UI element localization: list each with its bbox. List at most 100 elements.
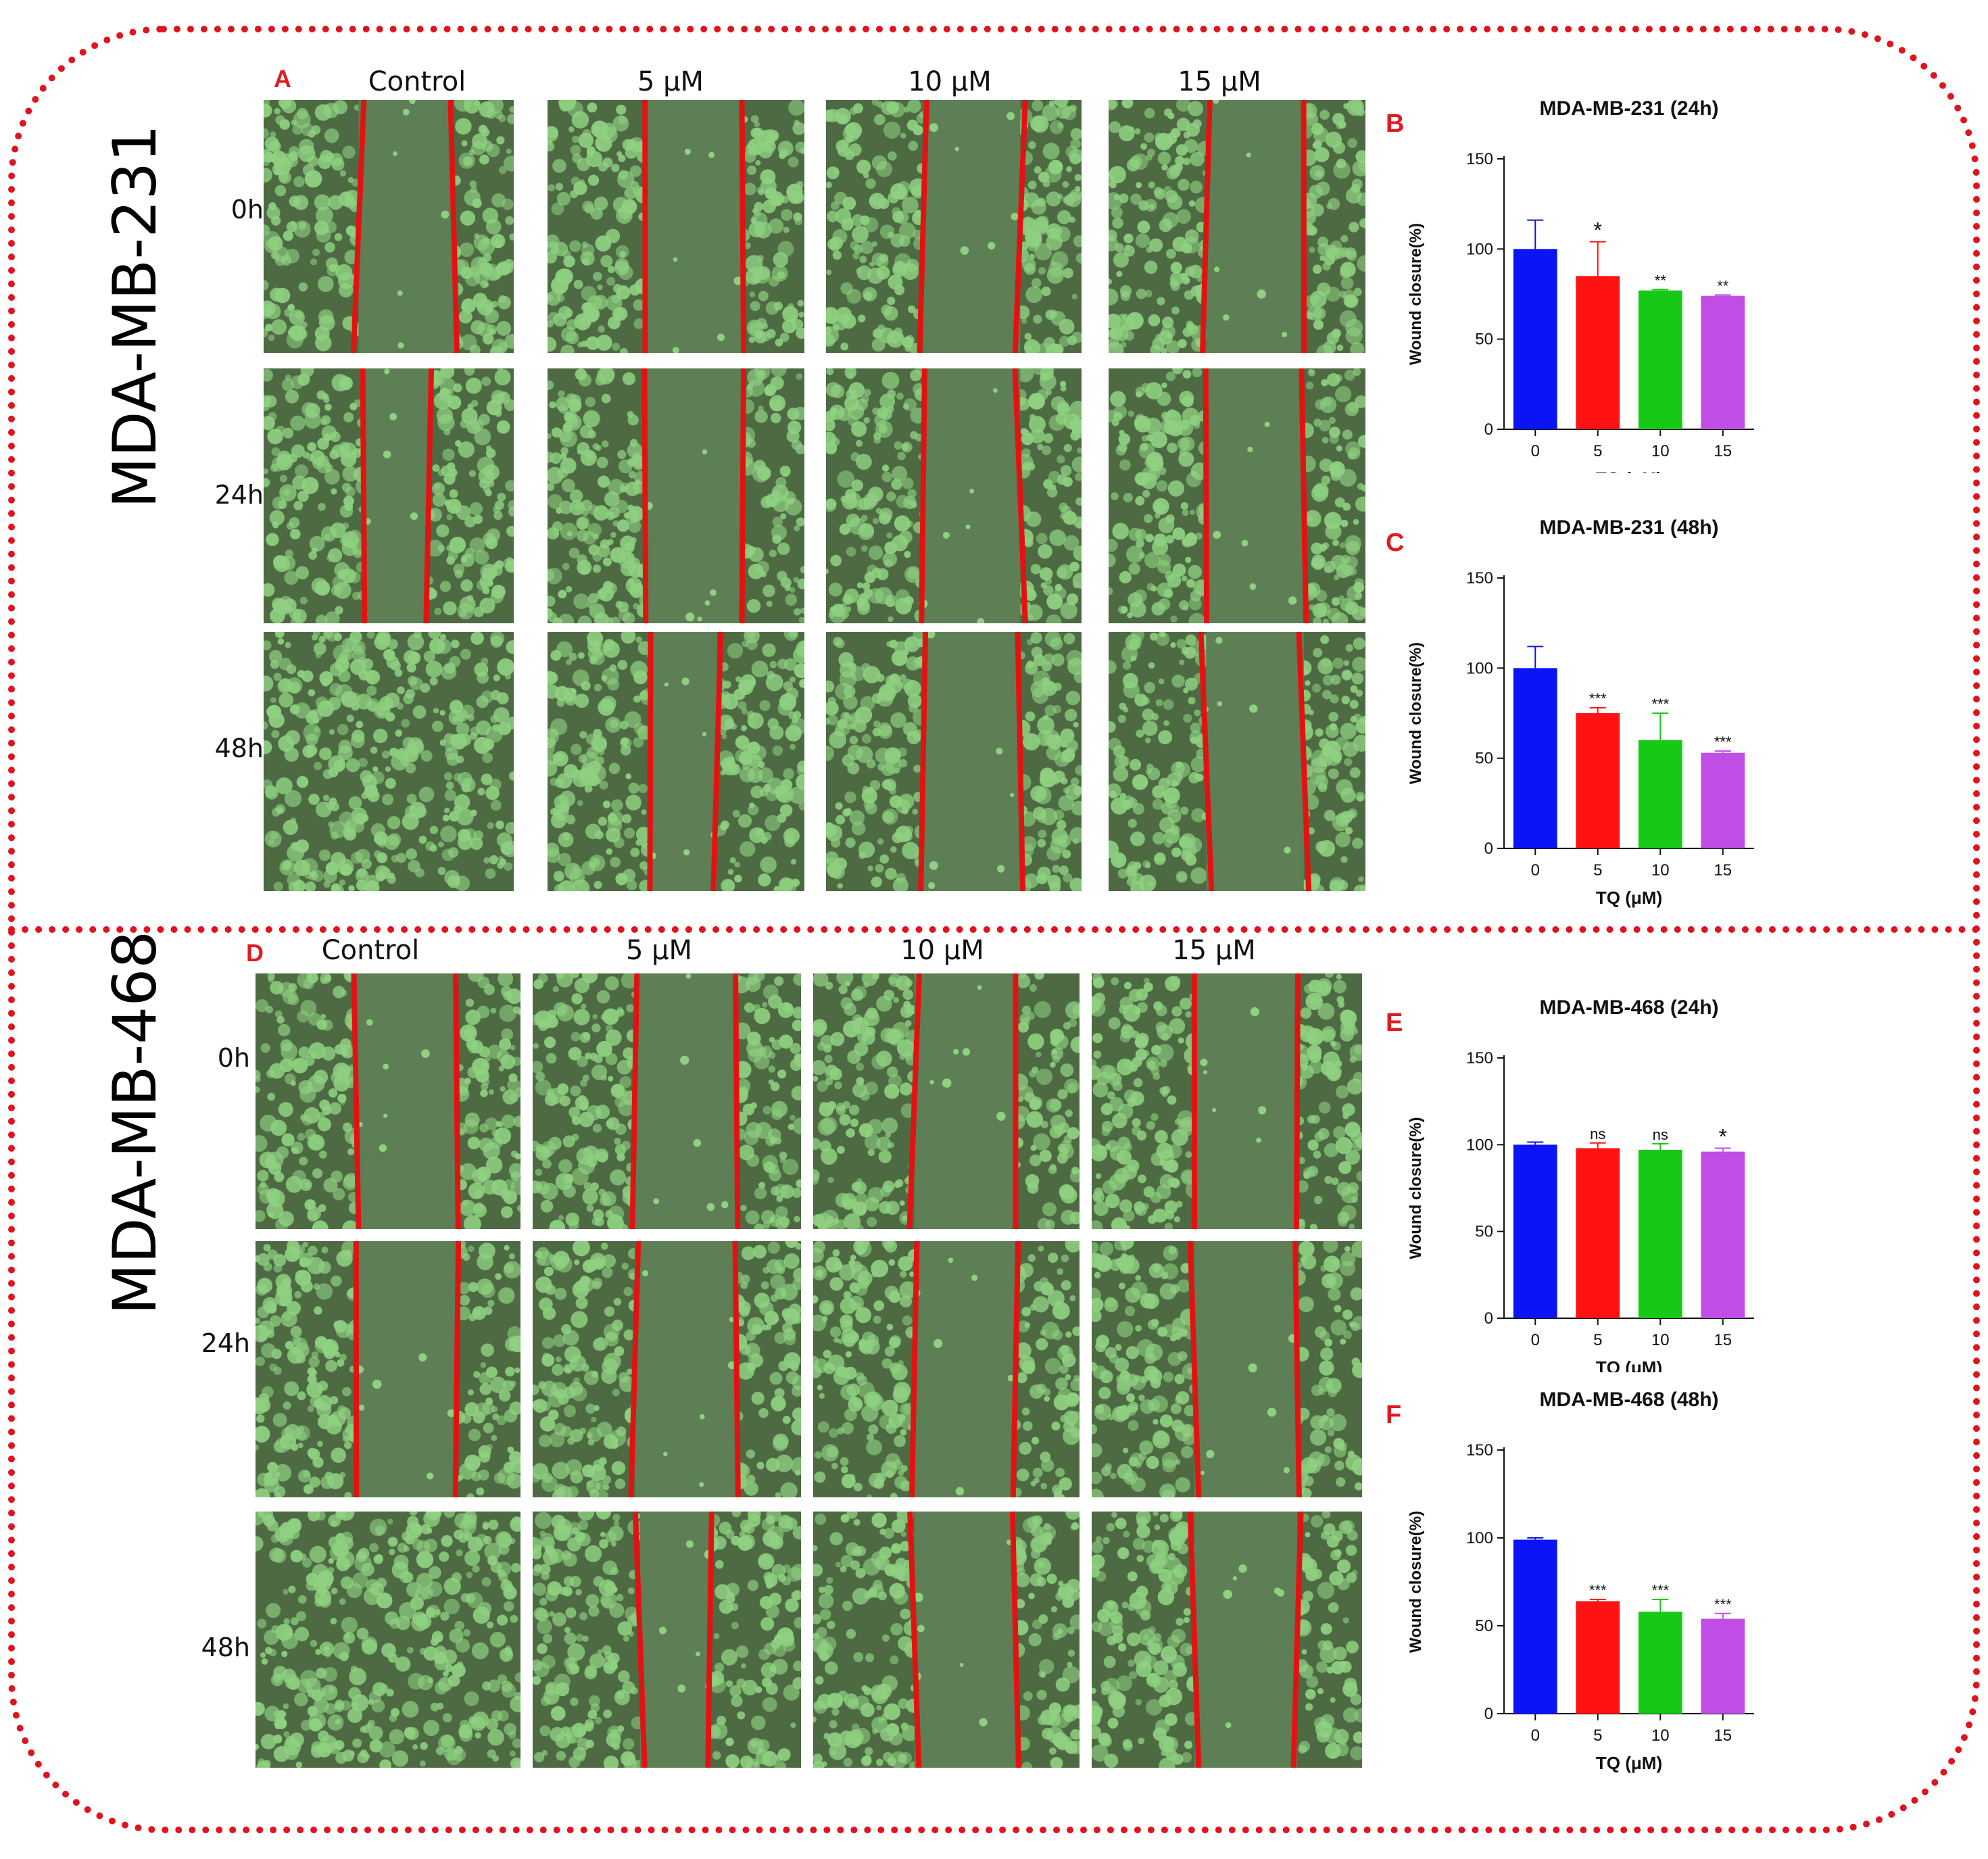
x-axis-label: TQ (μM): [1596, 1357, 1662, 1372]
y-tick-label: 50: [1475, 1223, 1493, 1241]
micro-231-0h-control: [264, 100, 514, 353]
micro-231-0h-10: [826, 100, 1082, 353]
micro-468-24h-5: [533, 1241, 801, 1497]
significance-mark: *: [1594, 218, 1602, 243]
significance-mark: ns: [1590, 1126, 1605, 1142]
y-tick-label: 150: [1466, 150, 1493, 168]
x-tick-label: 10: [1651, 1331, 1670, 1349]
panel-letter: B: [1386, 110, 1404, 138]
row-label-468-0h: 0h: [217, 1043, 250, 1073]
micro-231-48h-5: [548, 632, 804, 891]
significance-mark: ***: [1651, 696, 1669, 713]
significance-mark: **: [1655, 272, 1667, 289]
y-tick-label: 50: [1475, 331, 1493, 349]
bar-10: [1638, 290, 1682, 429]
section-divider: [8, 926, 1980, 933]
x-tick-label: 10: [1651, 861, 1670, 879]
micro-231-24h-5: [548, 368, 804, 623]
y-tick-label: 100: [1466, 1529, 1493, 1547]
micro-231-0h-5: [548, 100, 804, 353]
column-label-468-5um: 5 μM: [625, 935, 693, 966]
y-tick-label: 0: [1484, 840, 1493, 858]
significance-mark: ***: [1714, 733, 1732, 750]
y-tick-label: 100: [1466, 659, 1493, 677]
x-tick-label: 5: [1593, 442, 1602, 460]
bar-10: [1638, 1612, 1682, 1714]
bar-0: [1513, 249, 1557, 429]
micro-468-24h-10: [813, 1241, 1080, 1497]
row-label-231-24h: 24h: [214, 480, 264, 510]
micro-231-24h-control: [264, 368, 514, 623]
x-tick-label: 5: [1593, 1331, 1602, 1349]
y-tick-label: 50: [1475, 1617, 1493, 1635]
cell-line-label-468: MDA-MB-468: [100, 930, 170, 1315]
column-label-468-10um: 10 μM: [900, 935, 984, 966]
significance-mark: ns: [1653, 1126, 1668, 1143]
x-tick-label: 0: [1531, 861, 1540, 879]
x-tick-label: 15: [1714, 861, 1732, 879]
micro-468-48h-10: [813, 1512, 1080, 1768]
y-tick-label: 50: [1475, 750, 1493, 768]
y-tick-label: 0: [1484, 1705, 1493, 1723]
column-label-231-control: Control: [368, 66, 466, 97]
micro-468-0h-15: [1092, 973, 1362, 1229]
y-tick-label: 100: [1466, 1136, 1493, 1154]
column-label-468-control: Control: [321, 935, 420, 966]
chart-title: MDA-MB-231 (48h): [1539, 516, 1718, 539]
x-tick-label: 15: [1714, 1331, 1732, 1349]
y-tick-label: 0: [1484, 1309, 1493, 1328]
column-label-468-15um: 15 μM: [1172, 935, 1256, 966]
panel-letter: E: [1386, 1009, 1403, 1037]
micro-231-0h-15: [1109, 100, 1365, 353]
bar-0: [1513, 668, 1557, 848]
bar-15: [1701, 295, 1745, 429]
micro-468-48h-15: [1092, 1512, 1362, 1768]
micro-468-48h-5: [533, 1512, 801, 1768]
x-tick-label: 15: [1714, 442, 1732, 460]
micro-468-48h-control: [256, 1512, 520, 1768]
bar-5: [1576, 713, 1620, 848]
x-tick-label: 5: [1593, 1727, 1602, 1745]
column-label-231-10um: 10 μM: [908, 66, 992, 97]
micro-231-48h-15: [1109, 632, 1365, 891]
x-tick-label: 5: [1593, 861, 1602, 879]
panel-letter: C: [1386, 529, 1404, 557]
micro-468-0h-control: [256, 973, 520, 1229]
y-tick-label: 100: [1466, 240, 1493, 258]
x-tick-label: 0: [1531, 1727, 1540, 1745]
bar-5: [1576, 1601, 1620, 1714]
bar-5: [1576, 276, 1620, 429]
significance-mark: ***: [1589, 1582, 1607, 1599]
significance-mark: ***: [1589, 690, 1607, 707]
column-label-231-15um: 15 μM: [1178, 66, 1261, 97]
micro-468-24h-15: [1092, 1241, 1362, 1497]
bar-0: [1513, 1144, 1557, 1318]
y-axis-label: Wound closure(%): [1407, 1511, 1425, 1653]
bar-15: [1701, 752, 1745, 848]
column-label-231-5um: 5 μM: [637, 66, 704, 97]
micro-231-24h-10: [826, 368, 1082, 623]
y-axis-label: Wound closure(%): [1407, 642, 1425, 784]
chart-title: MDA-MB-468 (48h): [1539, 1389, 1718, 1411]
significance-mark: *: [1719, 1124, 1727, 1149]
x-axis-label: TQ (μM): [1596, 468, 1662, 473]
micro-468-24h-control: [256, 1241, 520, 1497]
row-label-231-48h: 48h: [214, 733, 264, 763]
significance-mark: ***: [1651, 1582, 1669, 1599]
micro-231-48h-10: [826, 632, 1082, 891]
micro-468-0h-10: [813, 973, 1080, 1229]
x-axis-label: TQ (μM): [1596, 1753, 1662, 1773]
y-axis-label: Wound closure(%): [1407, 223, 1425, 365]
y-tick-label: 150: [1466, 1049, 1493, 1067]
y-axis-label: Wound closure(%): [1407, 1117, 1425, 1259]
y-tick-label: 0: [1484, 420, 1493, 439]
row-label-468-24h: 24h: [201, 1328, 250, 1358]
micro-468-0h-5: [533, 973, 801, 1229]
x-axis-label: TQ (μM): [1596, 888, 1662, 908]
x-tick-label: 15: [1714, 1727, 1732, 1745]
